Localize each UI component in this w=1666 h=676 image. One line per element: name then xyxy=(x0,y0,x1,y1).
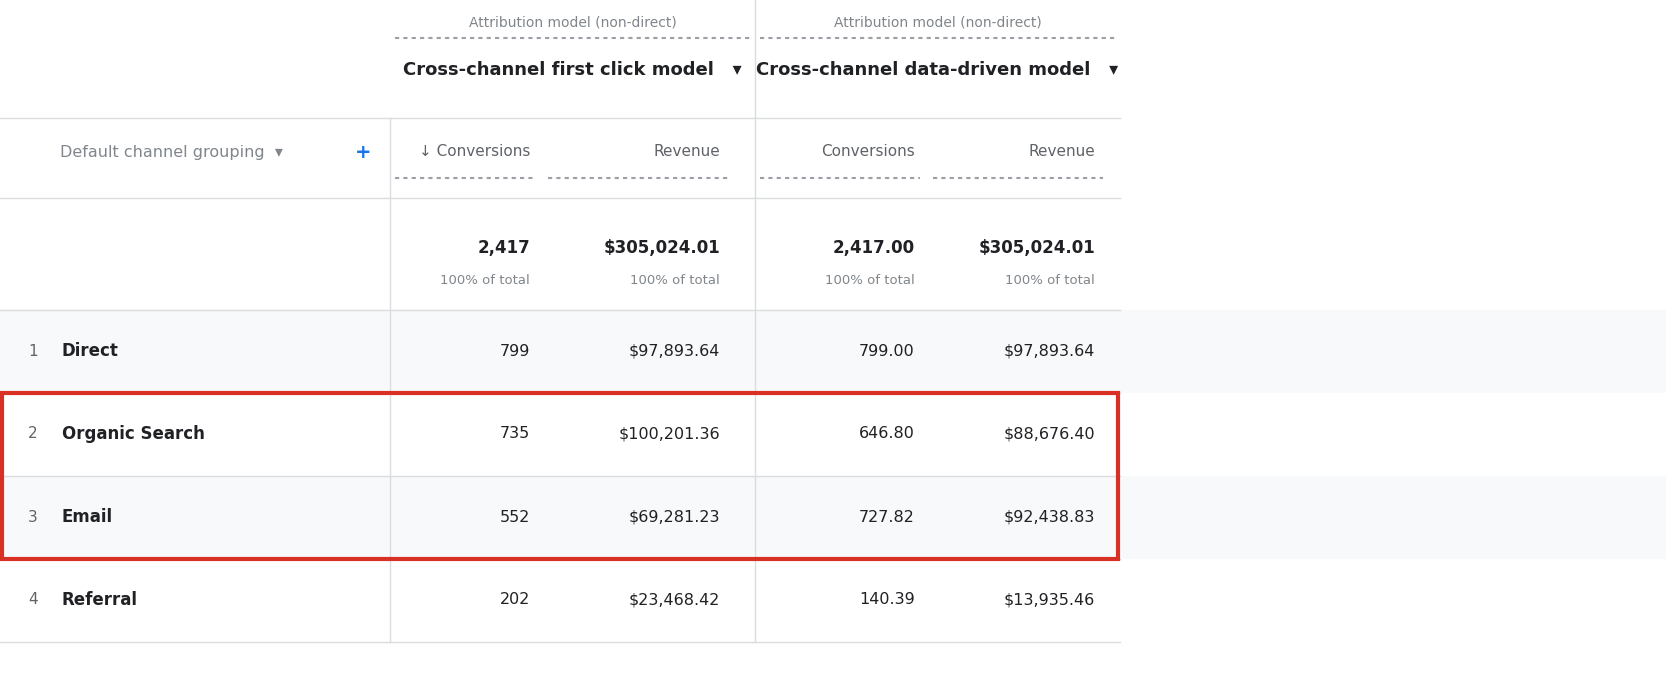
Text: Organic Search: Organic Search xyxy=(62,425,205,443)
Text: $92,438.83: $92,438.83 xyxy=(1003,510,1095,525)
Text: Conversions: Conversions xyxy=(821,145,915,160)
Text: 3: 3 xyxy=(28,510,38,525)
Text: Attribution model (non-direct): Attribution model (non-direct) xyxy=(468,15,676,29)
Text: +: + xyxy=(355,143,372,162)
Text: $100,201.36: $100,201.36 xyxy=(618,427,720,441)
Text: $69,281.23: $69,281.23 xyxy=(628,510,720,525)
Text: 2,417.00: 2,417.00 xyxy=(833,239,915,257)
Text: 646.80: 646.80 xyxy=(860,427,915,441)
Text: Revenue: Revenue xyxy=(653,145,720,160)
Text: 799: 799 xyxy=(500,343,530,358)
Bar xyxy=(0,310,1666,393)
Bar xyxy=(0,393,1666,476)
Text: 727.82: 727.82 xyxy=(860,510,915,525)
Text: 2: 2 xyxy=(28,427,38,441)
Text: $97,893.64: $97,893.64 xyxy=(1003,343,1095,358)
Bar xyxy=(0,559,1666,642)
Text: 2,417: 2,417 xyxy=(476,239,530,257)
Text: $305,024.01: $305,024.01 xyxy=(978,239,1095,257)
Bar xyxy=(0,0,1666,310)
Text: Revenue: Revenue xyxy=(1028,145,1095,160)
Text: 140.39: 140.39 xyxy=(860,592,915,608)
Text: 100% of total: 100% of total xyxy=(440,274,530,287)
Text: Referral: Referral xyxy=(62,591,138,609)
Text: Default channel grouping  ▾: Default channel grouping ▾ xyxy=(60,145,283,160)
Bar xyxy=(0,476,1666,559)
Text: 799.00: 799.00 xyxy=(860,343,915,358)
Text: 202: 202 xyxy=(500,592,530,608)
Text: Cross-channel first click model   ▾: Cross-channel first click model ▾ xyxy=(403,61,741,79)
Bar xyxy=(2,393,1118,559)
Text: Direct: Direct xyxy=(62,342,118,360)
Text: Attribution model (non-direct): Attribution model (non-direct) xyxy=(833,15,1041,29)
Text: Cross-channel data-driven model   ▾: Cross-channel data-driven model ▾ xyxy=(756,61,1118,79)
Text: 552: 552 xyxy=(500,510,530,525)
Text: 100% of total: 100% of total xyxy=(825,274,915,287)
Text: 4: 4 xyxy=(28,592,38,608)
Text: 1: 1 xyxy=(28,343,38,358)
Text: 100% of total: 100% of total xyxy=(630,274,720,287)
Text: $88,676.40: $88,676.40 xyxy=(1003,427,1095,441)
Text: 100% of total: 100% of total xyxy=(1005,274,1095,287)
Text: 735: 735 xyxy=(500,427,530,441)
Text: $23,468.42: $23,468.42 xyxy=(628,592,720,608)
Text: $305,024.01: $305,024.01 xyxy=(603,239,720,257)
Text: $97,893.64: $97,893.64 xyxy=(628,343,720,358)
Text: $13,935.46: $13,935.46 xyxy=(1003,592,1095,608)
Text: Email: Email xyxy=(62,508,113,526)
Text: ↓ Conversions: ↓ Conversions xyxy=(418,145,530,160)
